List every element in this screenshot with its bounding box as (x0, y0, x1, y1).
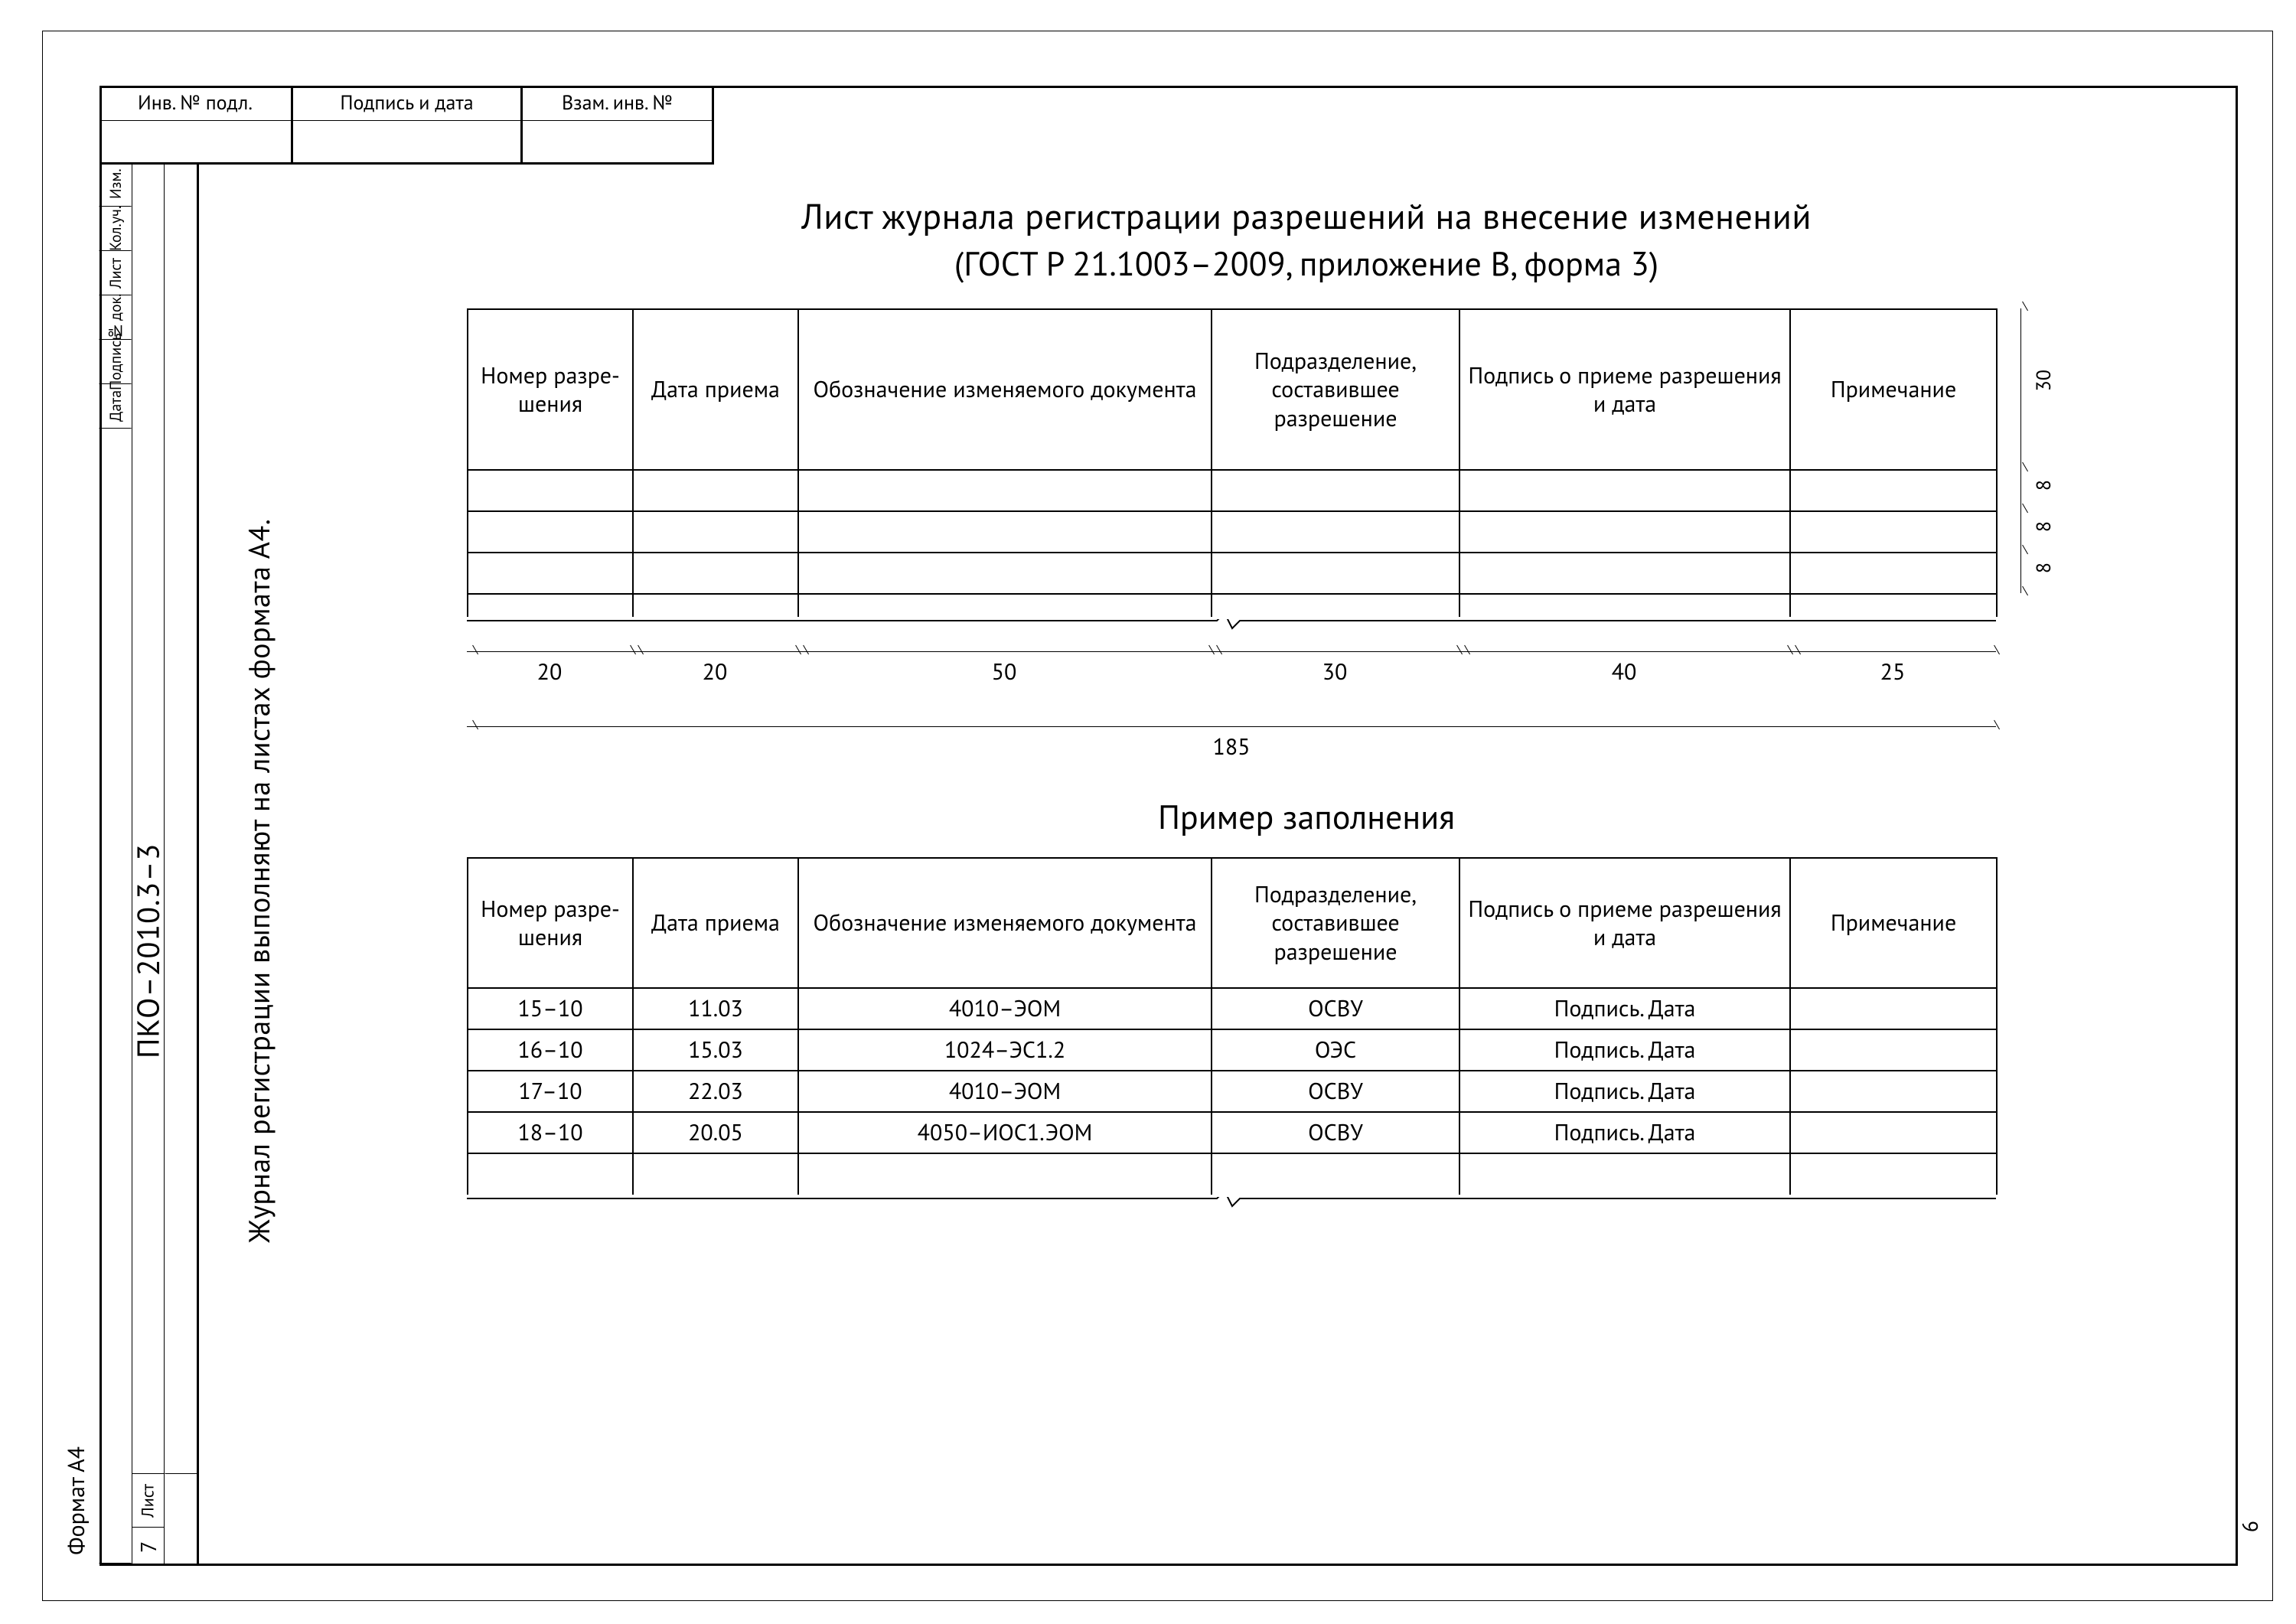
cell-note (1790, 1071, 1997, 1112)
table-row: 16–10 15.03 1024–ЭС1.2 ОЭС Подпись. Дата (468, 1029, 1997, 1071)
table-row: 17–10 22.03 4010–ЭОМ ОСВУ Подпись. Дата (468, 1071, 1997, 1112)
dim-label: 8 (2031, 480, 2056, 491)
col-header: Примечание (1790, 309, 1997, 470)
cell-note (1790, 1029, 1997, 1071)
dim-label: 30 (1322, 657, 1348, 686)
content: Лист журнала регистрации разрешений на в… (199, 162, 2238, 1566)
col-header: Подразделение, составившее разрешение (1212, 309, 1459, 470)
dim-label: 40 (1612, 657, 1637, 686)
dim-label: 8 (2031, 563, 2056, 573)
form-table-blank: Номер разре- шения Дата приема Обозначен… (467, 308, 1998, 617)
col-header: Дата приема (633, 858, 798, 988)
example-title: Пример заполнения (444, 795, 2169, 839)
cell-doc: 1024–ЭС1.2 (798, 1029, 1212, 1071)
page-subtitle: (ГОСТ Р 21.1003–2009, приложение В, форм… (444, 242, 2169, 285)
example-table-wrap: Номер разре- шения Дата приема Обозначен… (444, 857, 1998, 1195)
cell-date: 15.03 (633, 1029, 798, 1071)
cell-doc: 4050–ИОС1.ЭОМ (798, 1112, 1212, 1153)
dim-label: 50 (992, 657, 1017, 686)
top-stamp-col2: Подпись и дата (293, 86, 520, 121)
format-label: Формат А4 (61, 1446, 91, 1555)
left-hdr: Дата (99, 384, 132, 429)
left-hdr: Изм. (99, 162, 132, 207)
sheet: Инв. № подл. Подпись и дата Взам. инв. №… (0, 0, 2296, 1624)
col-header: Примечание (1790, 858, 1997, 988)
page-title: Лист журнала регистрации разрешений на в… (444, 193, 2169, 239)
cell-dept: ОСВУ (1212, 1071, 1459, 1112)
left-blank (165, 1474, 197, 1566)
dim-label: 185 (1212, 732, 1250, 761)
cell-sign: Подпись. Дата (1459, 1112, 1790, 1153)
top-stamp-col3: Взам. инв. № (523, 86, 712, 121)
cell-doc: 4010–ЭОМ (798, 1071, 1212, 1112)
top-stamp-blank (293, 121, 520, 162)
cell-num: 17–10 (468, 1071, 633, 1112)
dim-label: 20 (537, 657, 563, 686)
col-header: Обозначение изменяемого документа (798, 858, 1212, 988)
left-blank (132, 162, 164, 429)
cell-num: 16–10 (468, 1029, 633, 1071)
left-blank (99, 429, 132, 1564)
cell-date: 22.03 (633, 1071, 798, 1112)
cell-num: 15–10 (468, 988, 633, 1029)
left-hdr: Подпись (99, 340, 132, 384)
cell-note (1790, 988, 1997, 1029)
sheet-label: Лист (132, 1474, 164, 1528)
break-line-icon (444, 621, 2169, 644)
dim-label: 20 (703, 657, 728, 686)
sheet-number: 7 (132, 1528, 164, 1566)
col-header: Дата приема (633, 309, 798, 470)
left-hdr: Лист (99, 251, 132, 295)
cell-num: 18–10 (468, 1112, 633, 1153)
dim-total: 185 (467, 726, 1996, 757)
dim-label: 25 (1880, 657, 1906, 686)
dim-columns: 20 20 50 30 40 25 (467, 651, 2169, 713)
left-blank (165, 162, 197, 429)
left-hdr: Кол.уч. (99, 207, 132, 251)
page-number-right: 6 (2236, 1521, 2264, 1532)
cell-dept: ОСВУ (1212, 988, 1459, 1029)
left-blank (165, 429, 197, 1474)
col-header: Обозначение изменяемого документа (798, 309, 1212, 470)
table-row: 15–10 11.03 4010–ЭОМ ОСВУ Подпись. Дата (468, 988, 1997, 1029)
dim-label: 8 (2031, 521, 2056, 532)
col-header: Номер разре- шения (468, 858, 633, 988)
doc-number: ПКО–2010.3–3 (132, 429, 164, 1474)
cell-sign: Подпись. Дата (1459, 1071, 1790, 1112)
top-stamp-blank (523, 121, 712, 162)
form-table-example: Номер разре- шения Дата приема Обозначен… (467, 857, 1998, 1195)
cell-date: 11.03 (633, 988, 798, 1029)
cell-sign: Подпись. Дата (1459, 988, 1790, 1029)
cell-sign: Подпись. Дата (1459, 1029, 1790, 1071)
form-table-wrap: Номер разре- шения Дата приема Обозначен… (444, 308, 1998, 617)
cell-dept: ОСВУ (1212, 1112, 1459, 1153)
top-stamp: Инв. № подл. Подпись и дата Взам. инв. № (99, 86, 714, 165)
col-header: Подразделение, составившее разрешение (1212, 858, 1459, 988)
cell-note (1790, 1112, 1997, 1153)
cell-dept: ОЭС (1212, 1029, 1459, 1071)
col-header: Подпись о приеме разрешения и дата (1459, 309, 1790, 470)
top-stamp-blank (99, 121, 291, 162)
col-header: Подпись о приеме разрешения и дата (1459, 858, 1790, 988)
cell-doc: 4010–ЭОМ (798, 988, 1212, 1029)
table-row: 18–10 20.05 4050–ИОС1.ЭОМ ОСВУ Подпись. … (468, 1112, 1997, 1153)
cell-date: 20.05 (633, 1112, 798, 1153)
col-header: Номер разре- шения (468, 309, 633, 470)
left-stamp: Изм. Кол.уч. Лист №док. Подпись Дата ПКО… (99, 162, 199, 1566)
dim-label: 30 (2031, 370, 2056, 391)
break-line-icon (444, 1198, 2169, 1221)
top-stamp-col1: Инв. № подл. (99, 86, 291, 121)
